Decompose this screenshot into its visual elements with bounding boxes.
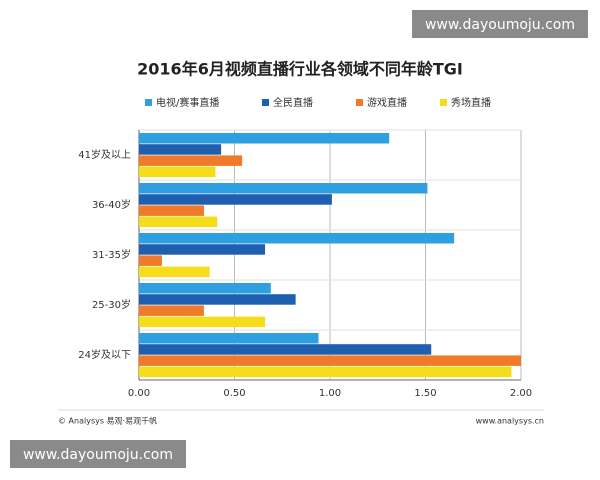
site: www.analysys.cn xyxy=(476,417,544,426)
bar xyxy=(139,266,210,278)
legend-swatch xyxy=(440,99,447,106)
x-tick-label: 1.00 xyxy=(319,388,341,399)
y-tick-label: 25-30岁 xyxy=(92,298,131,311)
legend-swatch xyxy=(262,99,269,106)
x-tick-label: 1.50 xyxy=(414,388,436,399)
legend-label: 秀场直播 xyxy=(451,96,491,109)
bar xyxy=(139,316,266,328)
bar xyxy=(139,333,319,344)
bar xyxy=(139,194,332,205)
y-tick-label: 31-35岁 xyxy=(92,248,131,261)
y-tick-label: 41岁及以上 xyxy=(78,148,131,161)
legend-label: 全民直播 xyxy=(273,96,313,109)
x-tick-label: 0.00 xyxy=(128,388,150,399)
bar xyxy=(139,166,216,178)
y-tick-label: 24岁及以下 xyxy=(78,348,131,361)
bar xyxy=(139,255,162,266)
watermark: www.dayoumoju.com xyxy=(23,447,173,463)
watermark: www.dayoumoju.com xyxy=(425,17,575,33)
x-tick-label: 2.00 xyxy=(510,388,532,399)
bar xyxy=(139,344,432,355)
bar xyxy=(139,283,271,294)
y-tick-label: 36-40岁 xyxy=(92,198,131,211)
bar xyxy=(139,216,218,228)
bar xyxy=(139,155,243,166)
watermark-box xyxy=(412,10,588,38)
legend-swatch xyxy=(145,99,152,106)
chart-title: 2016年6月视频直播行业各领域不同年龄TGI xyxy=(137,60,463,79)
x-tick-label: 0.50 xyxy=(223,388,245,399)
bar xyxy=(139,183,428,194)
bar xyxy=(139,244,266,255)
legend-label: 电视/赛事直播 xyxy=(156,96,219,109)
bar xyxy=(139,305,204,316)
bar xyxy=(139,294,296,305)
watermark-box xyxy=(10,440,186,468)
bar xyxy=(139,233,455,244)
bar xyxy=(139,366,512,378)
source: © Analysys 易观·易观千帆 xyxy=(58,416,157,426)
legend-swatch xyxy=(356,99,363,106)
bar xyxy=(139,355,521,366)
legend-label: 游戏直播 xyxy=(367,96,407,109)
bar xyxy=(139,205,204,216)
bar xyxy=(139,144,222,155)
bar xyxy=(139,133,390,144)
